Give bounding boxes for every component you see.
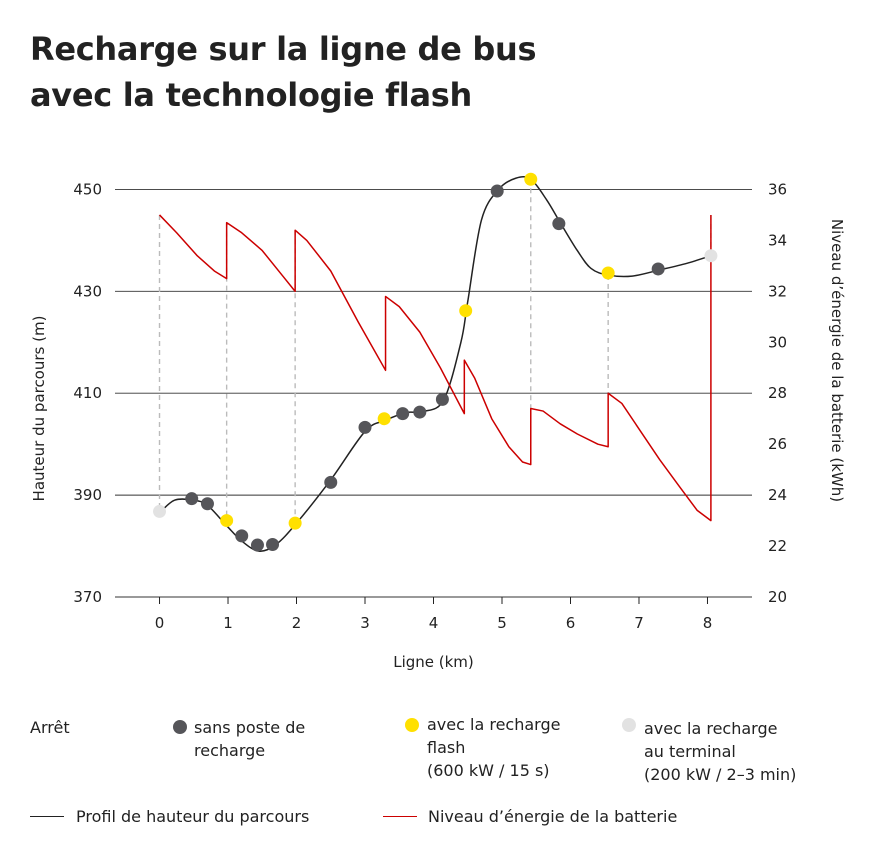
y-right-tick-label-36: 36 (768, 180, 787, 198)
y-left-tick-label-450: 450 (73, 180, 102, 198)
stop-sans-poste-2 (235, 529, 249, 543)
legend-flash-line-2: flash (427, 738, 466, 757)
legend-flash-line-3: (600 kW / 15 s) (427, 761, 550, 780)
legend-terminal-line-3: (200 kW / 2–3 min) (644, 765, 797, 784)
y-left-tick-label-430: 430 (73, 282, 102, 300)
y-right-axis-label: Niveau d’énergie de la batterie (kWh) (828, 219, 846, 502)
stop-sans-poste-10 (490, 184, 504, 198)
x-tick-label-8: 8 (703, 614, 713, 632)
stop-flash-5 (601, 266, 615, 280)
battery-level-line (158, 214, 712, 522)
y-right-tick-label-20: 20 (768, 588, 787, 606)
legend-sans-poste-line-1: sans poste de (194, 718, 306, 737)
stop-sans-poste-7 (396, 407, 410, 421)
x-tick-label-3: 3 (360, 614, 370, 632)
y-right-tick-label-30: 30 (768, 333, 787, 351)
legend-battery-label: Niveau d’énergie de la batterie (428, 807, 678, 826)
stop-points-layer (153, 172, 718, 552)
legend-terminal-label: avec la recharge au terminal (200 kW / 2… (644, 717, 796, 786)
stop-sans-poste-3 (250, 538, 264, 552)
y-left-tick-label-410: 410 (73, 384, 102, 402)
charge-marker-layer (158, 179, 712, 526)
legend-stop-header: Arrêt (30, 718, 70, 737)
legend-sans-poste-label: sans poste de recharge (194, 716, 305, 762)
chart-title: Recharge sur la ligne de bus avec la tec… (30, 26, 850, 118)
axis-layer: 0 1 2 3 4 5 6 7 83703904104304502022242628303234… (30, 180, 846, 671)
stop-sans-poste-9 (435, 392, 449, 406)
grid-layer (115, 189, 752, 598)
stop-sans-poste-0 (185, 492, 199, 506)
stop-flash-0 (220, 514, 234, 528)
stop-flash-4 (524, 172, 538, 186)
legend-battery-line-swatch (383, 816, 417, 817)
chart-title-line-1: Recharge sur la ligne de bus (30, 30, 537, 68)
y-left-axis-label: Hauteur du parcours (m) (30, 316, 48, 502)
x-tick-label-0: 0 (155, 614, 165, 632)
legend-flash-line-1: avec la recharge (427, 715, 561, 734)
stop-sans-poste-5 (324, 475, 338, 489)
stop-flash-3 (459, 304, 473, 318)
y-right-tick-label-24: 24 (768, 486, 787, 504)
y-right-tick-label-32: 32 (768, 282, 787, 300)
legend-height-label: Profil de hauteur du parcours (76, 807, 310, 826)
legend-flash-label: avec la recharge flash (600 kW / 15 s) (427, 713, 560, 782)
x-tick-label-6: 6 (566, 614, 576, 632)
stop-terminal-0 (153, 504, 167, 518)
y-left-tick-label-370: 370 (73, 588, 102, 606)
legend-terminal-line-2: au terminal (644, 742, 736, 761)
y-right-tick-label-22: 22 (768, 537, 787, 555)
x-tick-label-1: 1 (223, 614, 233, 632)
stop-sans-poste-12 (651, 262, 665, 276)
y-right-tick-label-34: 34 (768, 231, 787, 249)
stop-terminal-1 (704, 249, 718, 263)
x-tick-label-5: 5 (497, 614, 507, 632)
stop-sans-poste-1 (200, 497, 214, 511)
y-right-tick-label-28: 28 (768, 384, 787, 402)
stop-sans-poste-6 (358, 420, 372, 434)
stop-sans-poste-4 (266, 538, 280, 552)
stop-sans-poste-8 (413, 405, 427, 419)
legend-flash-dot (405, 718, 419, 732)
x-tick-label-2: 2 (292, 614, 302, 632)
legend-height-line-swatch (30, 816, 64, 817)
legend-terminal-dot (622, 718, 636, 732)
y-left-tick-label-390: 390 (73, 486, 102, 504)
legend-sans-poste-line-2: recharge (194, 741, 266, 760)
stop-flash-2 (377, 412, 391, 426)
stop-flash-1 (288, 516, 302, 530)
legend-sans-poste-dot (173, 720, 187, 734)
chart-title-line-2: avec la technologie flash (30, 76, 472, 114)
x-tick-label-4: 4 (429, 614, 439, 632)
x-tick-label-7: 7 (634, 614, 644, 632)
y-right-tick-label-26: 26 (768, 435, 787, 453)
x-axis-label: Ligne (km) (393, 653, 474, 671)
legend-terminal-line-1: avec la recharge (644, 719, 778, 738)
stop-sans-poste-11 (552, 217, 566, 231)
